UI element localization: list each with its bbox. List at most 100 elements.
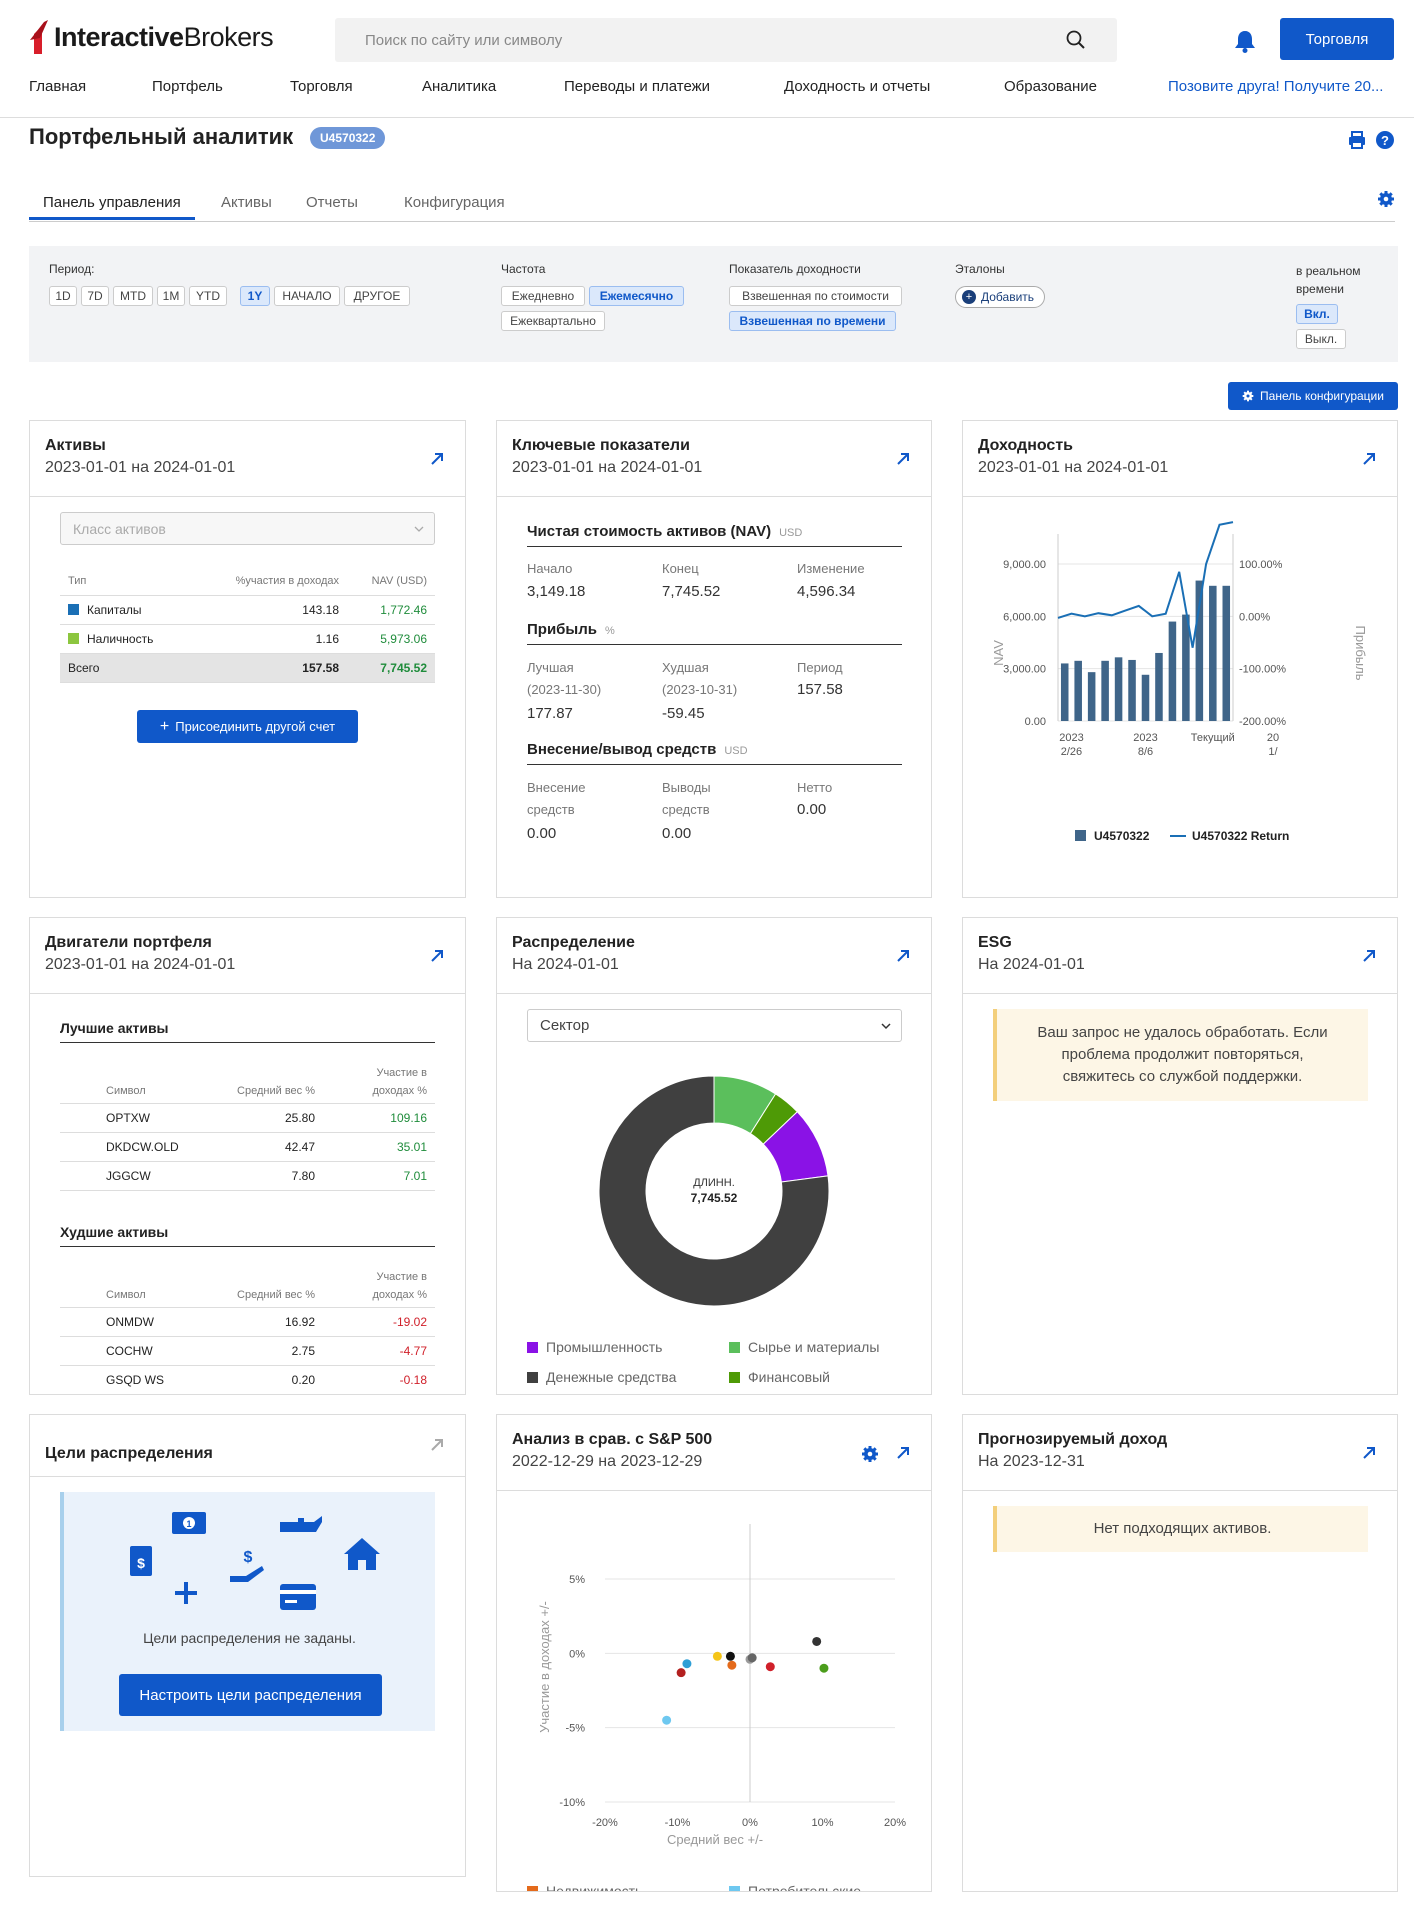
settings-gear-icon[interactable] (861, 1445, 879, 1463)
nav-bar[interactable] (1168, 621, 1177, 721)
nav-bar[interactable] (1222, 585, 1231, 721)
scatter-point[interactable] (662, 1715, 672, 1725)
expand-arrow-icon[interactable] (1361, 948, 1377, 964)
nav-bar[interactable] (1074, 660, 1082, 721)
realtime-on-toggle[interactable]: Вкл. (1296, 304, 1338, 324)
expand-arrow-icon[interactable] (1361, 1445, 1377, 1461)
period-ytd[interactable]: YTD (189, 286, 227, 306)
table-row[interactable]: COCHW 2.75 -4.77 (60, 1337, 435, 1366)
period-1d[interactable]: 1D (49, 286, 77, 306)
period-inception[interactable]: НАЧАЛО (274, 286, 340, 306)
consumer-swatch (729, 1886, 740, 1891)
config-panel-button[interactable]: Панель конфигурации (1228, 382, 1398, 410)
sp500-scatter-chart[interactable]: 5% 0% -5% -10% -20% -10% 0% 10% 20% Средний вес … (497, 1492, 932, 1852)
realtime-off-toggle[interactable]: Выкл. (1296, 329, 1346, 349)
donut-slice[interactable] (598, 1075, 830, 1307)
nav-referral-promo[interactable]: Позовите друга! Получите 20... (1168, 78, 1384, 95)
search-icon[interactable] (1065, 29, 1087, 51)
print-icon[interactable] (1347, 130, 1367, 150)
tab-holdings[interactable]: Активы (221, 194, 272, 211)
expand-arrow-icon[interactable] (895, 451, 911, 467)
expand-arrow-icon[interactable] (429, 1437, 445, 1453)
scatter-point[interactable] (812, 1636, 822, 1646)
tab-configuration[interactable]: Конфигурация (404, 194, 505, 211)
table-row[interactable]: Наличность 1.16 5,973.06 (60, 625, 435, 654)
perf-time-weighted[interactable]: Взвешенная по времени (729, 311, 896, 331)
legend-label: Потребительские (748, 1883, 861, 1892)
asset-class-select[interactable]: Класс активов (60, 512, 435, 545)
gear-icon (1242, 390, 1254, 402)
expand-arrow-icon[interactable] (1361, 451, 1377, 467)
nav-education[interactable]: Образование (1004, 78, 1097, 95)
nav-portfolio[interactable]: Портфель (152, 78, 223, 95)
tab-reports[interactable]: Отчеты (306, 194, 358, 211)
period-7d[interactable]: 7D (81, 286, 109, 306)
table-row[interactable]: ONMDW 16.92 -19.02 (60, 1308, 435, 1337)
nav-bar[interactable] (1060, 663, 1069, 721)
movers-date-range: 2023-01-01 на 2024-01-01 (45, 956, 236, 973)
nav-bar[interactable] (1195, 580, 1204, 721)
table-row[interactable]: GSQD WS 0.20 -0.18 (60, 1366, 435, 1394)
nav-trading[interactable]: Торговля (290, 78, 353, 95)
settings-gear-icon[interactable] (1377, 190, 1395, 208)
expand-arrow-icon[interactable] (895, 1445, 911, 1461)
table-row[interactable]: JGGCW 7.80 7.01 (60, 1162, 435, 1191)
nav-bar[interactable] (1087, 672, 1096, 721)
set-goals-button[interactable]: Настроить цели распределения (119, 1674, 382, 1716)
col-share: %участия в доходах (235, 575, 339, 587)
x-tick: -20% (592, 1817, 618, 1829)
period-1m[interactable]: 1M (157, 286, 185, 306)
scatter-point[interactable] (712, 1651, 722, 1661)
search-input[interactable] (365, 31, 1065, 49)
sp500-title: Анализ в срав. с S&P 500 (512, 1431, 713, 1448)
freq-daily[interactable]: Ежедневно (501, 286, 585, 306)
sector-select[interactable]: Сектор (527, 1009, 902, 1042)
freq-quarterly[interactable]: Ежеквартально (501, 311, 605, 331)
expand-arrow-icon[interactable] (429, 451, 445, 467)
table-row[interactable]: DKDCW.OLD 42.47 35.01 (60, 1133, 435, 1162)
help-icon[interactable]: ? (1375, 130, 1395, 150)
nav-bar[interactable] (1209, 585, 1217, 721)
donut-center-label: ДЛИНН. (693, 1177, 735, 1189)
scatter-point[interactable] (747, 1653, 757, 1663)
freq-monthly[interactable]: Ежемесячно (589, 286, 684, 306)
trade-button[interactable]: Торговля (1280, 18, 1394, 60)
nav-bar[interactable] (1114, 657, 1123, 721)
expand-arrow-icon[interactable] (895, 948, 911, 964)
nav-bar[interactable] (1141, 674, 1150, 721)
scatter-point[interactable] (682, 1659, 692, 1669)
scatter-point[interactable] (727, 1660, 737, 1670)
x-tick-sub: 2/26 (1061, 746, 1082, 758)
nav-bar[interactable] (1128, 659, 1136, 721)
nav-performance-reports[interactable]: Доходность и отчеты (784, 78, 931, 95)
weight-cell: 2.75 (291, 1344, 315, 1358)
add-benchmark-button[interactable]: + Добавить (955, 286, 1046, 308)
scatter-point[interactable] (725, 1651, 735, 1661)
col-contribution-line1: Участие в (376, 1067, 427, 1079)
tab-dashboard[interactable]: Панель управления (29, 194, 195, 220)
scatter-point[interactable] (765, 1662, 775, 1672)
notifications-bell-icon[interactable] (1232, 28, 1258, 54)
period-1y[interactable]: 1Y (240, 286, 270, 306)
performance-chart[interactable]: NAV Прибыль 9,000.00 6,000.00 3,000.00 0.00… (963, 498, 1398, 898)
period-other[interactable]: ДРУГОЕ (344, 286, 410, 306)
nav-transfers[interactable]: Переводы и платежи (564, 78, 711, 95)
expand-arrow-icon[interactable] (429, 948, 445, 964)
table-row[interactable]: OPTXW 25.80 109.16 (60, 1104, 435, 1133)
asset-class-placeholder: Класс активов (73, 520, 166, 537)
table-row[interactable]: Капиталы 143.18 1,772.46 (60, 596, 435, 625)
scatter-point[interactable] (676, 1668, 686, 1678)
nav-bar[interactable] (1155, 652, 1163, 721)
nav-analytics[interactable]: Аналитика (422, 78, 497, 95)
allocation-donut-chart[interactable]: ДЛИНН. 7,745.52 (497, 1063, 932, 1323)
ib-logo[interactable]: Interactive Brokers (30, 20, 274, 54)
nav-bar[interactable] (1101, 660, 1109, 721)
allocation-header: Распределение На 2024-01-01 (497, 918, 931, 994)
perf-money-weighted[interactable]: Взвешенная по стоимости (729, 286, 902, 306)
period-mtd[interactable]: MTD (113, 286, 153, 306)
scatter-point[interactable] (819, 1663, 829, 1673)
nav-bar[interactable] (1182, 614, 1190, 721)
portfolio-movers-card: Двигатели портфеля 2023-01-01 на 2024-01… (29, 917, 466, 1395)
nav-home[interactable]: Главная (29, 78, 87, 95)
join-account-button[interactable]: + Присоединить другой счет (137, 710, 358, 743)
